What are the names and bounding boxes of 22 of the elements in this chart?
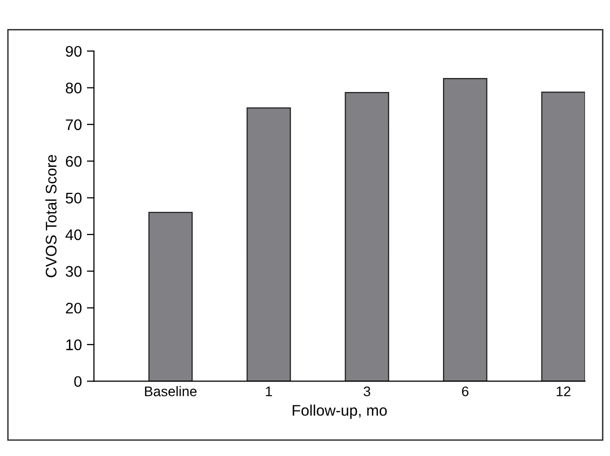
y-tick-label: 90 <box>66 46 82 57</box>
x-tick-label: 3 <box>364 386 370 396</box>
bar <box>344 92 390 382</box>
x-tick-label: 6 <box>462 386 468 396</box>
y-tick-label: 80 <box>66 82 82 94</box>
y-axis-title: CVOS Total Score <box>45 154 57 278</box>
bar <box>541 92 585 382</box>
x-tick-label: Baseline <box>145 386 197 396</box>
y-tick-label: 50 <box>66 192 82 204</box>
y-tick-label: 0 <box>74 376 82 387</box>
y-tick-label: 10 <box>66 339 82 350</box>
bar <box>443 78 488 382</box>
y-tick-label: 70 <box>66 119 82 130</box>
x-tick-label: 12 <box>556 386 570 396</box>
y-tick-label: 60 <box>66 156 82 167</box>
bar <box>246 107 291 382</box>
x-tick-label: 1 <box>266 386 272 396</box>
y-tick-label: 30 <box>66 266 82 277</box>
x-axis-title: Follow-up, mo <box>292 404 387 419</box>
y-tick-label: 20 <box>66 302 82 314</box>
y-tick-label: 40 <box>65 229 82 240</box>
bar <box>148 212 193 382</box>
